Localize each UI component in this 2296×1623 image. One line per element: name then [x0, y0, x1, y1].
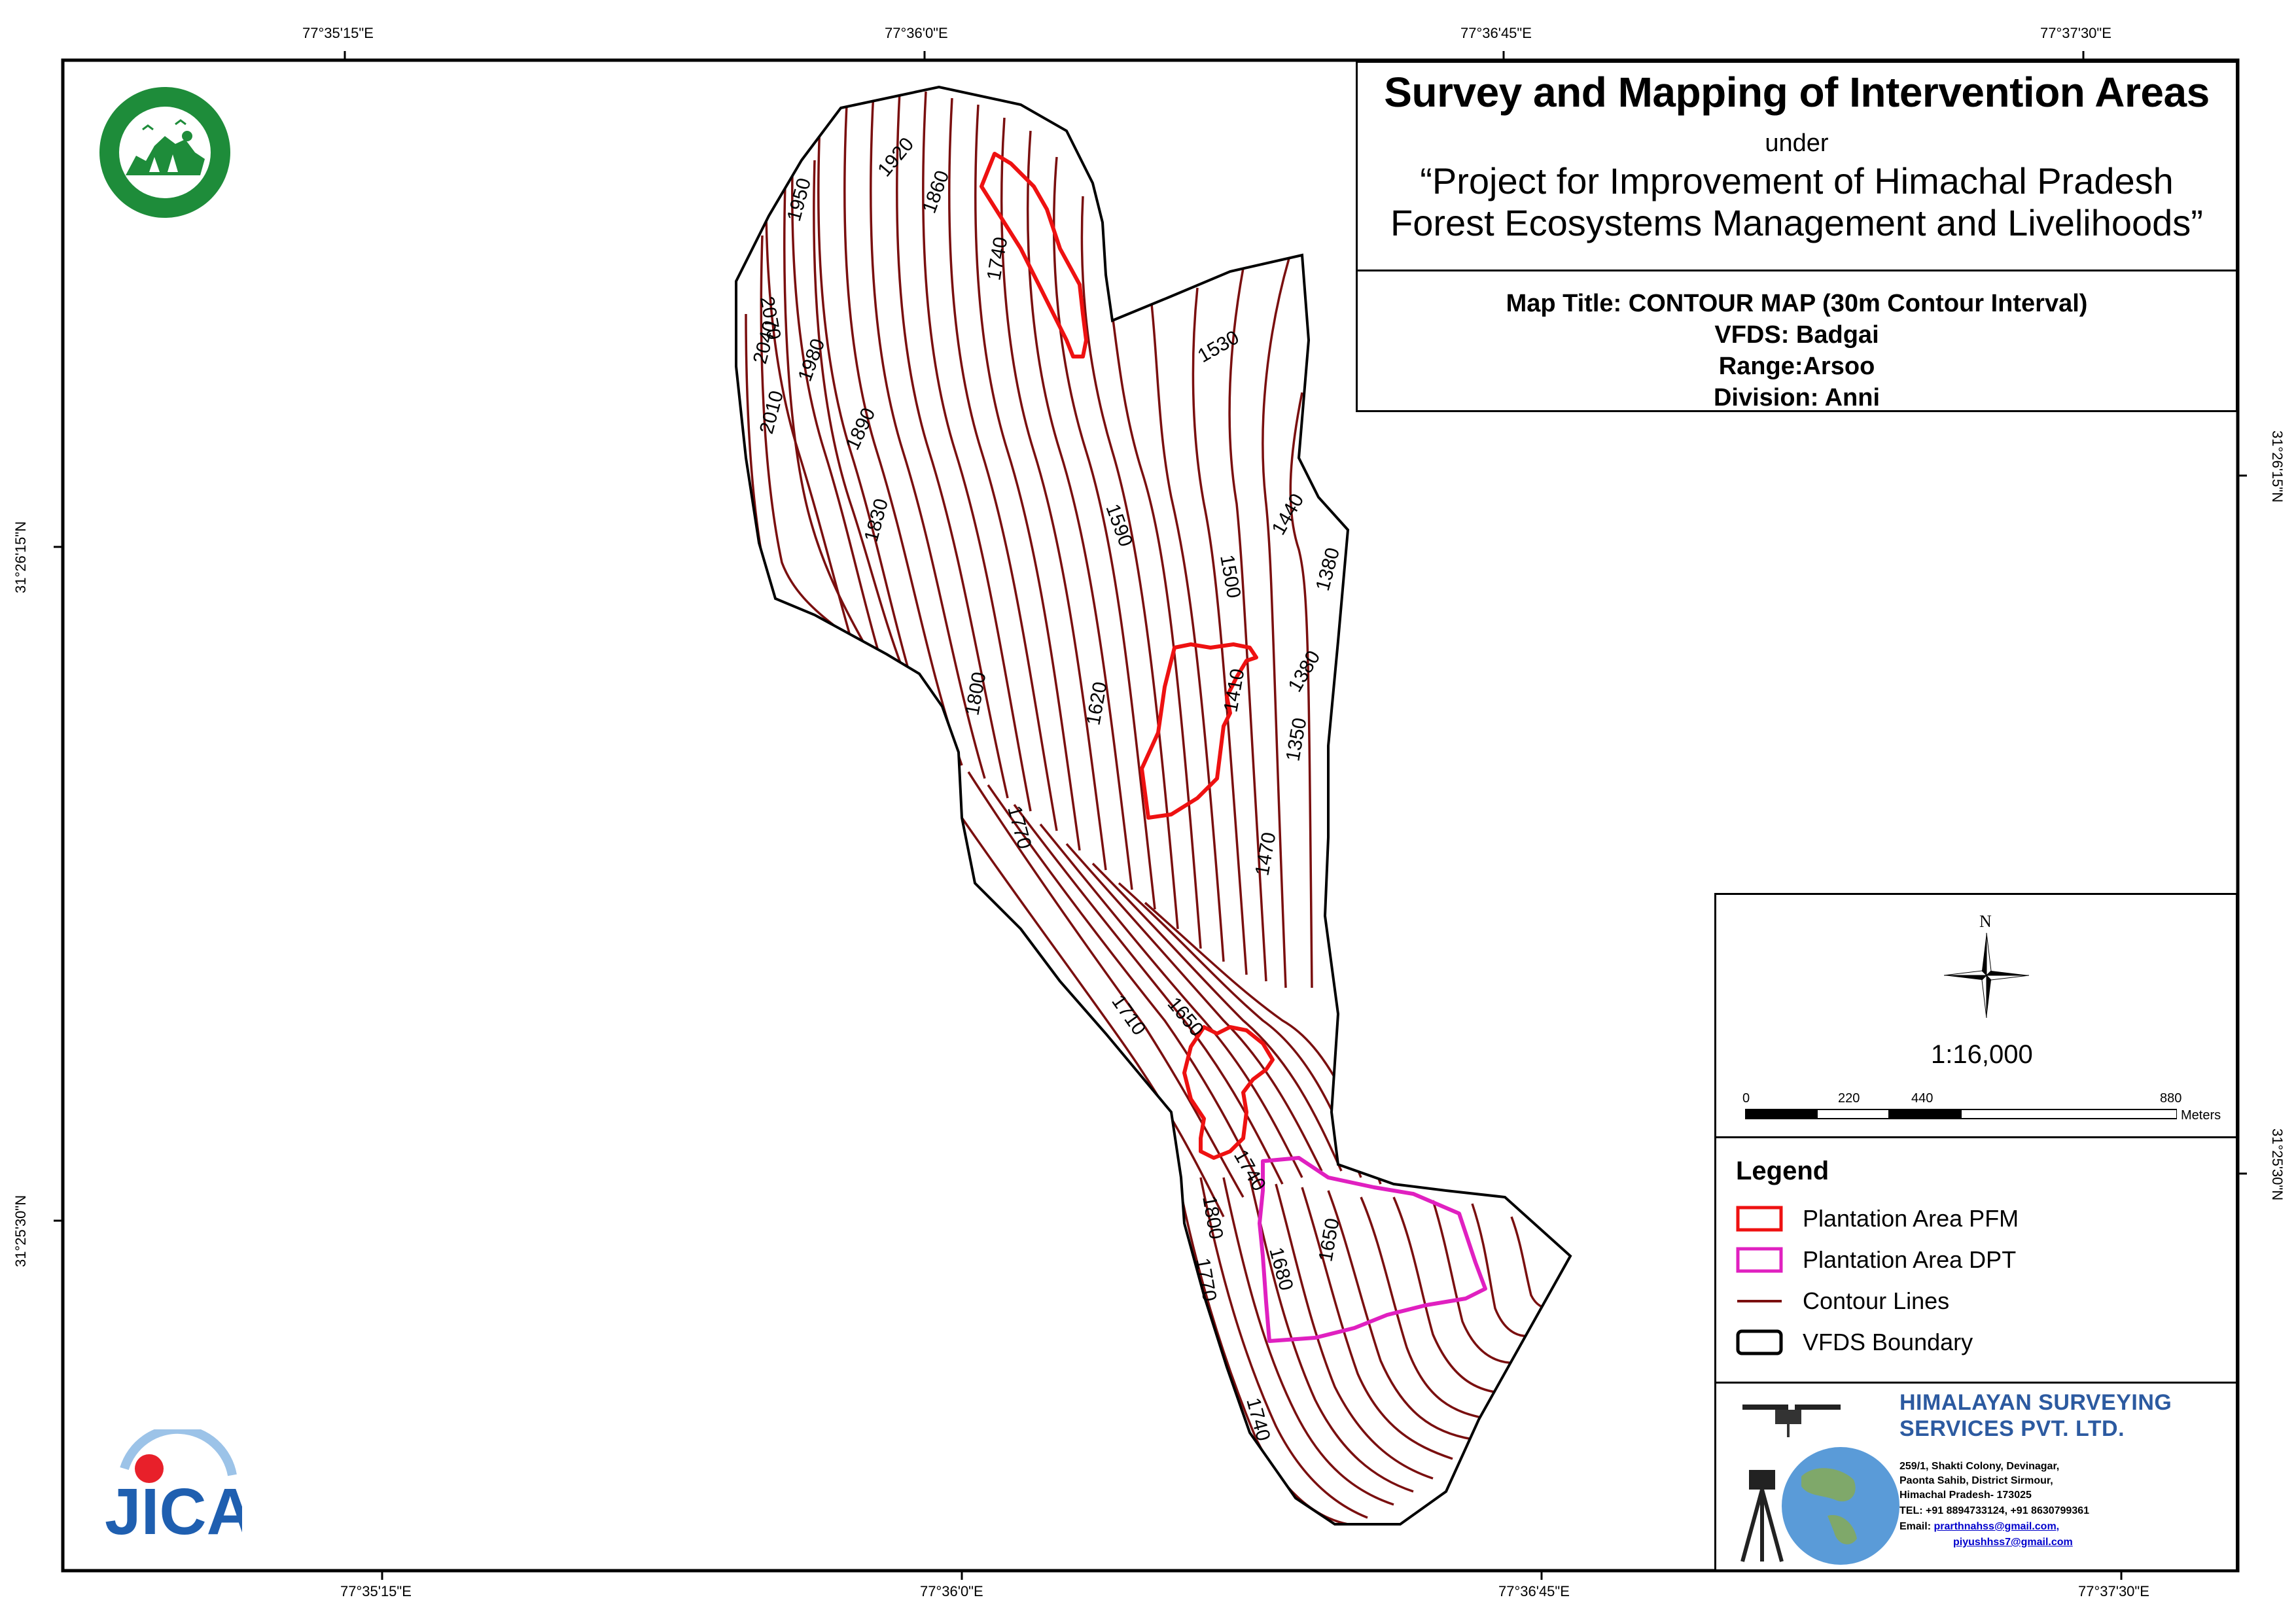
north-scale-panel: N 1:16,000 0 220 440 880 Meters [1714, 893, 2238, 1138]
coord-bottom-2: 77°36'0"E [920, 1583, 983, 1599]
dpt-plantation-area [1258, 1156, 1487, 1343]
vfds-boundary [735, 85, 1572, 1526]
coord-right-1: 31°26'15"N [2269, 430, 2286, 503]
legend-item-dpt: Plantation Area DPT [1736, 1244, 2016, 1276]
legend-label: Plantation Area PFM [1803, 1205, 2019, 1232]
contour-label: 1380 [1284, 647, 1324, 695]
contour-label: 1710 [1107, 991, 1150, 1039]
title-panel: Survey and Mapping of Intervention Areas… [1356, 61, 2238, 271]
company-panel: HIMALAYAN SURVEYING SERVICES PVT. LTD. 2… [1714, 1382, 2238, 1571]
contour-label: 1770 [1192, 1256, 1220, 1302]
contour-label: 1620 [1082, 680, 1111, 727]
contour-label: 1740 [983, 236, 1012, 282]
scale-tick-880: 880 [2160, 1091, 2182, 1106]
pfm-swatch-icon [1736, 1206, 1783, 1232]
project-name-line2: Forest Ecosystems Management and Livelih… [1390, 202, 2203, 243]
company-address-line1: 259/1, Shakti Colony, Devinagar, [1899, 1461, 2060, 1472]
company-address-line2: Paonta Sahib, District Sirmour, [1899, 1475, 2053, 1486]
vfds-name: VFDS: Badgai [1714, 321, 1879, 349]
legend-label: Plantation Area DPT [1803, 1246, 2017, 1273]
project-name-line1: “Project for Improvement of Himachal Pra… [1420, 160, 2174, 201]
company-telephone: TEL: +91 8894733124, +91 8630799361 [1899, 1505, 2090, 1516]
pfm-area-1 [980, 152, 1088, 358]
company-email-row-2: piyushhss7@gmail.com [1953, 1537, 2073, 1548]
boundary-swatch-icon [1736, 1329, 1783, 1355]
scale-tick-220: 220 [1838, 1091, 1860, 1106]
coord-left-2: 31°25'30"N [12, 1195, 29, 1267]
coord-top-4: 77°37'30"E [2040, 25, 2111, 41]
email-link-1[interactable]: prarthnahss@gmail.com, [1934, 1521, 2060, 1532]
coord-bottom-3: 77°36'45"E [1498, 1583, 1570, 1599]
map-info-panel: Map Title: CONTOUR MAP (30m Contour Inte… [1356, 270, 2238, 412]
pfm-plantation-areas [980, 152, 1275, 1160]
scale-tick-440: 440 [1911, 1091, 1934, 1106]
forest-department-logo [77, 84, 253, 221]
pfm-area-2 [1140, 642, 1258, 820]
contour-label: 1920 [874, 133, 918, 181]
legend-title: Legend [1736, 1157, 1829, 1185]
company-name-line2: SERVICES PVT. LTD. [1899, 1416, 2125, 1441]
contour-label: 1350 [1282, 716, 1311, 763]
scale-tick-0: 0 [1742, 1091, 1750, 1106]
legend-panel: Legend Plantation Area PFM Plantation Ar… [1714, 1136, 2238, 1384]
legend-label: Contour Lines [1803, 1287, 1950, 1314]
legend-item-contour: Contour Lines [1736, 1285, 1949, 1318]
contour-label: 1800 [961, 671, 990, 717]
contour-label: 1650 [1315, 1217, 1343, 1263]
dpt-swatch-icon [1736, 1247, 1783, 1273]
contour-label: 1440 [1267, 490, 1308, 538]
coord-top-1: 77°35'15"E [302, 25, 374, 41]
contour-line-icon [1737, 1300, 1782, 1302]
scale-ratio: 1:16,000 [1931, 1040, 2033, 1069]
range-name: Range:Arsoo [1718, 353, 1875, 380]
legend-label: VFDS Boundary [1803, 1329, 1973, 1355]
contour-label: 1590 [1101, 501, 1137, 550]
coord-left-1: 31°26'15"N [12, 521, 29, 593]
drone-survey-globe-icon [1740, 1405, 1899, 1565]
map-title: Map Title: CONTOUR MAP (30m Contour Inte… [1506, 290, 2088, 317]
scale-bar [1745, 1109, 2177, 1119]
division-name: Division: Anni [1713, 384, 1881, 411]
north-arrow-icon [1944, 933, 2029, 1018]
north-label: N [1979, 912, 1992, 931]
contour-label: 2010 [756, 389, 788, 436]
email-link-2[interactable]: piyushhss7@gmail.com [1953, 1537, 2073, 1548]
map-heading: Survey and Mapping of Intervention Areas [1384, 69, 2210, 116]
contour-label: 1530 [1194, 326, 1243, 367]
contour-label: 1470 [1251, 831, 1280, 877]
coord-bottom-4: 77°37'30"E [2078, 1583, 2149, 1599]
email-label: Email: [1899, 1521, 1932, 1532]
contour-label: 1380 [1312, 546, 1344, 593]
coord-bottom-1: 77°35'15"E [340, 1583, 412, 1599]
coord-right-2: 31°25'30"N [2269, 1128, 2286, 1201]
svg-text:JICA: JICA [105, 1475, 242, 1544]
company-address-line3: Himachal Pradesh- 173025 [1899, 1490, 2032, 1501]
company-name-line1: HIMALAYAN SURVEYING [1899, 1390, 2172, 1415]
legend-item-boundary: VFDS Boundary [1736, 1326, 1973, 1359]
company-email-row: Email: prarthnahss@gmail.com, [1899, 1521, 2059, 1533]
contour-label: 1800 [1198, 1194, 1227, 1240]
coord-top-3: 77°36'45"E [1460, 25, 1532, 41]
map-frame [61, 58, 2240, 1573]
scale-unit: Meters [2181, 1108, 2221, 1123]
jica-logo: JICA [98, 1424, 254, 1548]
contour-label: 1740 [1242, 1395, 1274, 1443]
map-subheading-under: under [1765, 130, 1829, 157]
graticule-ticks [54, 51, 2247, 1580]
contour-label: 1680 [1265, 1245, 1297, 1293]
pfm-area-3 [1182, 1025, 1275, 1160]
coord-top-2: 77°36'0"E [885, 25, 948, 41]
legend-item-pfm: Plantation Area PFM [1736, 1202, 2019, 1235]
